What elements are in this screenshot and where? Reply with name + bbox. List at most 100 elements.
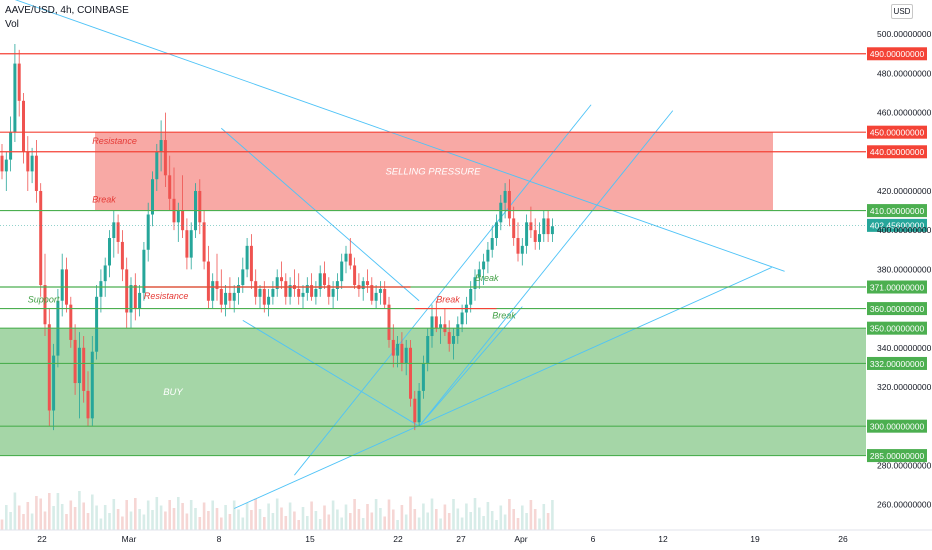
candle-body: [120, 241, 124, 270]
volume-bar: [228, 514, 232, 530]
candle-body: [434, 316, 438, 329]
candle-body: [9, 132, 13, 160]
candle-body: [228, 292, 232, 301]
candle-body: [387, 304, 391, 340]
volume-bar: [177, 497, 180, 530]
volume-bar: [258, 509, 262, 530]
annotation-support: Support: [28, 295, 60, 305]
volume-bar: [48, 493, 51, 530]
volume-bar: [95, 505, 98, 530]
candle-body: [254, 281, 258, 297]
y-tick-label: 380.00000000: [877, 264, 932, 274]
candle-body: [426, 336, 430, 364]
candle-body: [507, 190, 511, 219]
volume-bar: [86, 513, 90, 530]
volume-bar: [198, 517, 202, 530]
y-tick-label: 400.00000000: [877, 225, 932, 235]
volume-bar: [383, 516, 386, 530]
candle-body: [206, 261, 210, 301]
volume-bar: [297, 520, 300, 530]
x-tick-label: 8: [217, 534, 222, 544]
x-tick-label: 15: [305, 534, 315, 544]
candle-body: [404, 347, 408, 364]
volume-bar: [469, 512, 472, 530]
volume-bar: [129, 511, 133, 530]
volume-bar: [22, 514, 25, 530]
volume-bar: [288, 502, 292, 530]
candle-body: [125, 269, 129, 313]
volume-bar: [73, 507, 77, 530]
volume-bar: [503, 514, 507, 530]
volume-bar: [142, 514, 146, 530]
candle-body: [314, 288, 318, 297]
volume-bar: [263, 517, 266, 530]
trendline: [418, 110, 674, 427]
volume-bar: [138, 509, 141, 530]
candle-body: [533, 230, 537, 242]
volume-legend: Vol: [5, 19, 19, 30]
candle-body: [490, 238, 494, 250]
volume-bar: [318, 519, 322, 530]
volume-bar: [499, 505, 503, 530]
candle-body: [482, 261, 486, 270]
candle-body: [4, 159, 8, 172]
candle-body: [353, 265, 357, 286]
volume-bar: [512, 509, 515, 530]
volume-bar: [447, 513, 451, 530]
annotation-break: Break: [436, 295, 460, 305]
candles: [0, 43, 554, 431]
volume-bar: [185, 513, 189, 530]
candle-body: [409, 347, 412, 399]
candle-body: [305, 285, 309, 293]
price-badge: [867, 125, 927, 139]
candle-body: [335, 281, 339, 289]
candle-body: [108, 238, 111, 266]
volume-bar: [155, 497, 159, 530]
volume-bar: [413, 509, 417, 530]
y-tick-label: 260.00000000: [877, 500, 932, 510]
trendline: [221, 127, 420, 302]
volume-bar: [112, 499, 116, 530]
volume-bar: [495, 520, 498, 530]
zone-label: BUY: [163, 387, 183, 398]
volume-bar: [452, 499, 455, 530]
candle-body: [77, 347, 81, 384]
volume-bar: [267, 503, 270, 530]
candle-body: [133, 285, 137, 309]
x-tick-label: 12: [658, 534, 668, 544]
candle-body: [95, 296, 99, 352]
price-badge-label: 490.00000000: [870, 49, 925, 59]
candle-body: [138, 292, 142, 309]
candle-body: [323, 273, 326, 286]
candle-body: [43, 285, 47, 325]
candle-body: [275, 277, 279, 289]
candle-body: [60, 269, 64, 301]
candle-body: [396, 343, 400, 356]
candle-body: [529, 222, 533, 231]
candle-body: [361, 281, 365, 289]
volume-bar: [361, 518, 365, 530]
annotation-break: Break: [492, 310, 516, 320]
candle-body: [237, 285, 240, 293]
volume-bar: [189, 500, 193, 530]
y-tick-label: 320.00000000: [877, 382, 932, 392]
candle-body: [520, 245, 524, 254]
volume-bar: [400, 505, 404, 530]
volume-bar: [284, 516, 288, 530]
volume-bar: [486, 502, 490, 530]
candle-body: [13, 63, 17, 133]
currency-button[interactable]: USD: [891, 4, 913, 19]
volume-bar: [357, 509, 361, 530]
candle-body: [516, 238, 520, 254]
volume-bar: [65, 514, 68, 530]
candle-body: [439, 324, 443, 329]
candle-body: [176, 210, 180, 223]
candle-body: [90, 351, 94, 419]
annotation-break: Break: [475, 273, 499, 283]
price-badge-label: 285.00000000: [870, 451, 925, 461]
price-badge: [867, 449, 927, 463]
volume-bar: [323, 505, 326, 530]
volume-bar: [387, 499, 391, 530]
candle-body: [327, 285, 331, 297]
